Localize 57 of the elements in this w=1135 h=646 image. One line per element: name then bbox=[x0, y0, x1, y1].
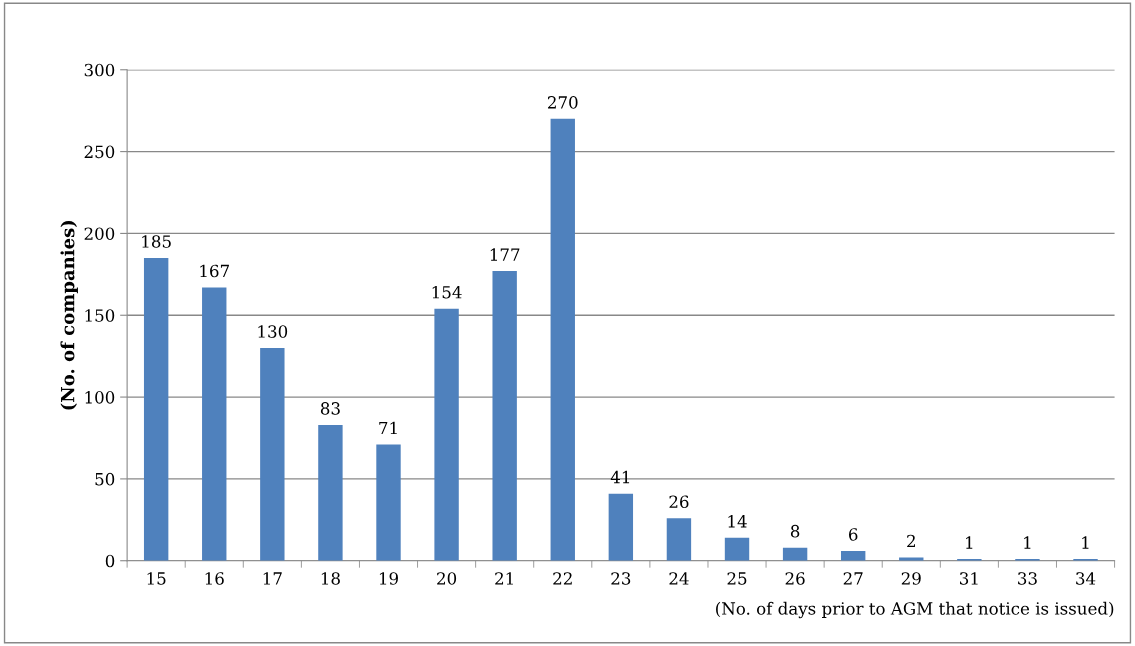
bar bbox=[260, 347, 285, 561]
bar bbox=[550, 118, 575, 561]
bar bbox=[782, 547, 808, 561]
bar bbox=[434, 308, 459, 561]
data-label: 83 bbox=[320, 402, 340, 415]
data-label: 177 bbox=[490, 248, 520, 261]
bar bbox=[840, 550, 866, 561]
data-label: 185 bbox=[142, 235, 171, 248]
bar bbox=[666, 518, 692, 561]
data-label: 41 bbox=[610, 470, 630, 484]
y-axis-title: (No. of companies) bbox=[60, 220, 78, 410]
x-tick-label: 17 bbox=[263, 572, 282, 585]
data-label: 1 bbox=[1082, 536, 1089, 549]
bar bbox=[318, 424, 343, 561]
bar bbox=[376, 444, 401, 561]
data-label: 14 bbox=[728, 515, 747, 528]
x-tick-label: 26 bbox=[785, 572, 805, 585]
x-tick-label: 20 bbox=[437, 572, 457, 585]
bar bbox=[492, 271, 517, 561]
y-tick-label: 50 bbox=[95, 472, 115, 486]
bar bbox=[143, 257, 169, 561]
data-label: 270 bbox=[547, 96, 578, 109]
y-tick-label: 100 bbox=[85, 391, 115, 404]
data-label: 154 bbox=[432, 285, 462, 299]
data-label: 2 bbox=[907, 534, 915, 548]
data-label: 1 bbox=[1024, 536, 1031, 549]
data-label: 167 bbox=[200, 264, 229, 278]
y-tick-label: 0 bbox=[105, 554, 115, 568]
data-label: 6 bbox=[849, 528, 858, 541]
y-tick-label: 200 bbox=[84, 227, 115, 240]
y-tick-label: 300 bbox=[84, 63, 115, 77]
x-tick-label: 16 bbox=[205, 572, 224, 585]
x-tick-label: 18 bbox=[321, 572, 340, 585]
x-tick-label: 15 bbox=[147, 572, 166, 585]
x-tick-label: 31 bbox=[960, 572, 978, 585]
y-tick-label: 150 bbox=[85, 309, 115, 322]
bar bbox=[608, 493, 634, 561]
bar bbox=[202, 287, 227, 561]
y-tick-label: 250 bbox=[84, 145, 115, 159]
data-label: 26 bbox=[669, 495, 689, 508]
x-tick-label: 25 bbox=[727, 572, 747, 585]
x-axis-title: (No. of days prior to AGM that notice is issued) bbox=[716, 601, 1114, 619]
data-label: 71 bbox=[379, 421, 397, 435]
x-tick-label: 22 bbox=[553, 572, 572, 585]
x-tick-label: 21 bbox=[495, 572, 513, 585]
x-tick-label: 34 bbox=[1076, 572, 1096, 585]
x-tick-label: 27 bbox=[843, 572, 863, 585]
data-label: 1 bbox=[966, 536, 973, 549]
data-label: 8 bbox=[790, 524, 800, 538]
data-label: 130 bbox=[258, 325, 288, 338]
x-tick-label: 29 bbox=[901, 572, 921, 585]
x-tick-label: 24 bbox=[669, 572, 689, 585]
x-tick-label: 33 bbox=[1018, 572, 1037, 585]
x-tick-label: 19 bbox=[379, 572, 398, 585]
bar bbox=[724, 537, 750, 561]
bar bbox=[899, 557, 924, 561]
x-tick-label: 23 bbox=[611, 572, 631, 585]
